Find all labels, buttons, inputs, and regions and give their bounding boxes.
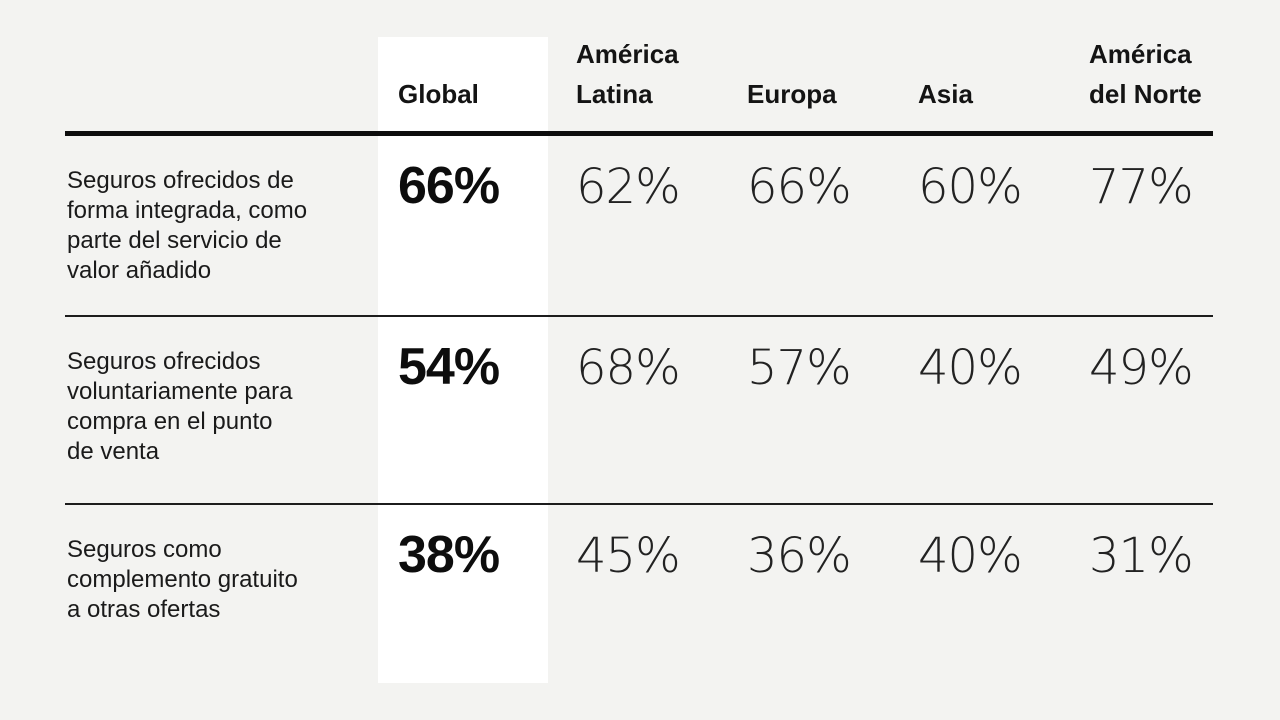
header-spacer <box>65 0 378 131</box>
header-divider <box>65 131 1213 136</box>
value-america-latina: 45% <box>576 528 681 584</box>
row-divider <box>65 315 1213 317</box>
value-america-del-norte: 77% <box>1089 159 1194 215</box>
column-header-america-latina: América Latina <box>576 39 679 109</box>
value-global: 54% <box>398 338 500 396</box>
value-europa: 66% <box>747 159 852 215</box>
value-asia: 60% <box>918 159 1023 215</box>
column-header-asia: Asia <box>918 79 973 109</box>
row-label: Seguros como complemento gratuito a otra… <box>67 536 298 623</box>
column-header-europa: Europa <box>747 79 837 109</box>
row-divider <box>65 503 1213 505</box>
row-label: Seguros ofrecidos voluntariamente para c… <box>67 348 293 465</box>
value-global: 38% <box>398 526 500 584</box>
stats-table: Global América Latina Europa Asia Améric… <box>65 0 1232 720</box>
value-asia: 40% <box>918 528 1023 584</box>
row-label: Seguros ofrecidos de forma integrada, co… <box>67 167 308 284</box>
value-america-latina: 62% <box>576 159 681 215</box>
value-america-latina: 68% <box>576 340 681 396</box>
value-global: 66% <box>398 157 500 215</box>
global-column-highlight <box>378 37 548 683</box>
value-america-del-norte: 31% <box>1089 528 1194 584</box>
value-europa: 57% <box>747 340 852 396</box>
value-america-del-norte: 49% <box>1089 340 1194 396</box>
value-asia: 40% <box>918 340 1023 396</box>
column-header-america-del-norte: América del Norte <box>1089 39 1202 109</box>
column-header-global: Global <box>398 79 479 109</box>
value-europa: 36% <box>747 528 852 584</box>
